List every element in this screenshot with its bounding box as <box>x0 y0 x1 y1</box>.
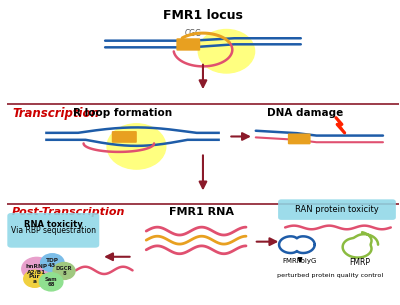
FancyBboxPatch shape <box>7 213 99 248</box>
Text: R loop formation: R loop formation <box>73 108 172 118</box>
Circle shape <box>22 257 52 280</box>
Text: FMR1 locus: FMR1 locus <box>163 9 243 22</box>
Text: Post-Transcription: Post-Transcription <box>12 207 125 217</box>
Text: FMRPolyG: FMRPolyG <box>283 258 317 264</box>
Text: Sam
68: Sam 68 <box>45 277 58 287</box>
Text: DGCR
8: DGCR 8 <box>56 266 72 276</box>
FancyBboxPatch shape <box>288 134 310 144</box>
Circle shape <box>53 263 75 279</box>
Text: perturbed protein quality control: perturbed protein quality control <box>277 273 383 278</box>
Polygon shape <box>336 118 345 133</box>
FancyBboxPatch shape <box>176 38 200 51</box>
Text: CGG: CGG <box>184 29 201 38</box>
Circle shape <box>24 270 46 287</box>
Text: FMR1 RNA: FMR1 RNA <box>168 207 234 217</box>
Text: FMRP: FMRP <box>349 258 370 267</box>
Text: DNA damage: DNA damage <box>266 108 343 118</box>
Text: Pur
a: Pur a <box>29 274 40 284</box>
Text: RAN protein toxicity: RAN protein toxicity <box>295 205 379 213</box>
FancyBboxPatch shape <box>112 131 137 143</box>
Circle shape <box>39 273 63 291</box>
Circle shape <box>198 30 255 73</box>
Circle shape <box>107 124 166 169</box>
Text: Via RBP sequestration: Via RBP sequestration <box>11 226 96 235</box>
Text: hnRNP
A2/B1: hnRNP A2/B1 <box>26 264 48 274</box>
Text: TDP
43: TDP 43 <box>46 258 59 268</box>
Text: Transcription: Transcription <box>12 107 99 120</box>
Text: RNA toxicity: RNA toxicity <box>24 220 83 228</box>
Circle shape <box>40 254 64 272</box>
FancyBboxPatch shape <box>278 199 396 220</box>
